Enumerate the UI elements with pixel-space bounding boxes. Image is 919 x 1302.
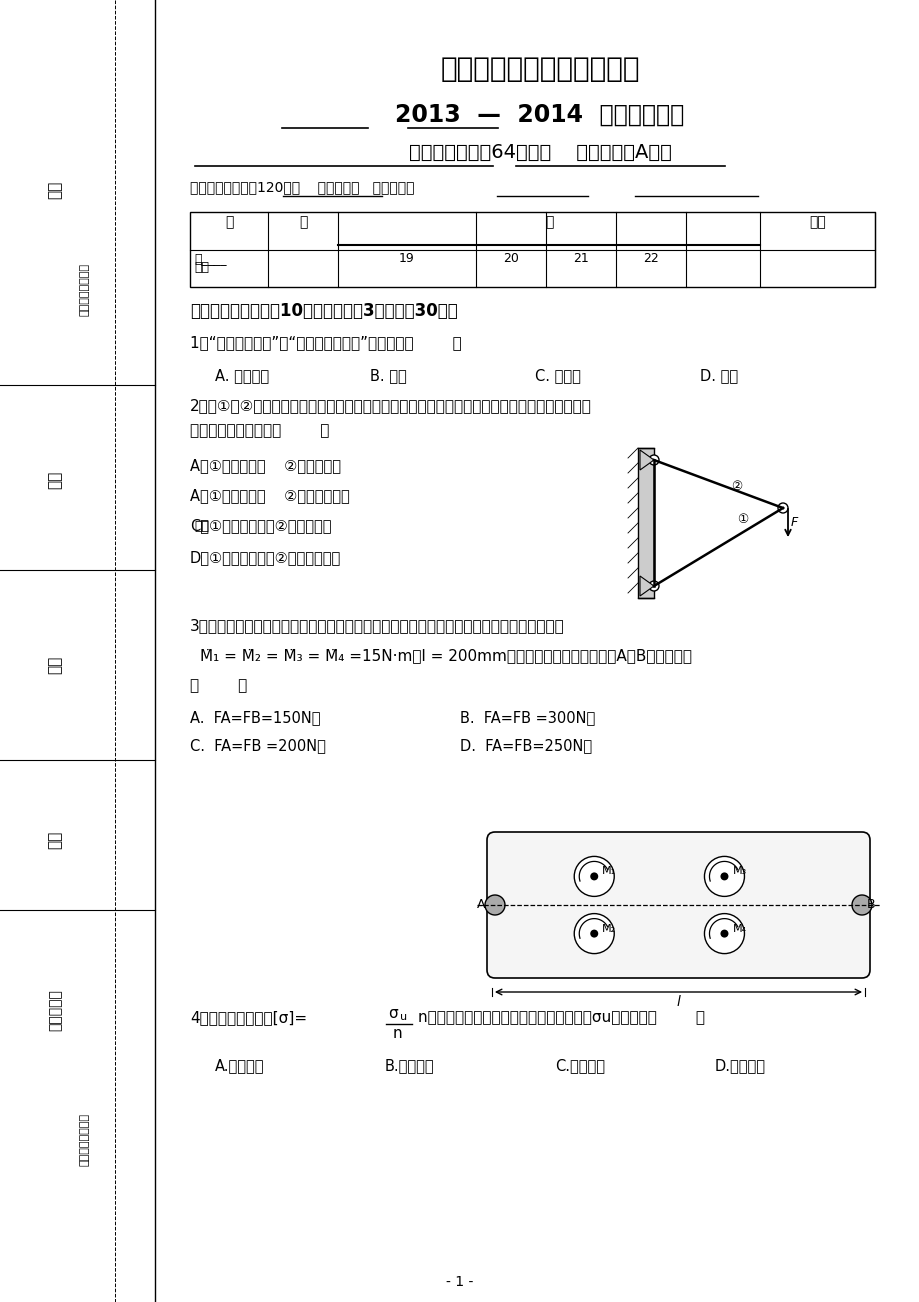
Circle shape bbox=[484, 894, 505, 915]
Text: 江苏科技大学苏州理工学院: 江苏科技大学苏州理工学院 bbox=[440, 55, 639, 83]
Circle shape bbox=[648, 581, 658, 591]
Circle shape bbox=[704, 857, 743, 896]
Text: ②: ② bbox=[731, 480, 742, 493]
Text: A、①杆为铸铁，    ②杆为低碳钉；: A、①杆为铸铁， ②杆为低碳钉； bbox=[190, 488, 349, 503]
Text: C、①杆为低碳钉，②杆为铸铁；: C、①杆为低碳钉，②杆为铸铁； bbox=[190, 518, 331, 533]
Text: A.屈服极限: A.屈服极限 bbox=[215, 1059, 265, 1073]
Text: σ: σ bbox=[388, 1006, 397, 1021]
Text: 二: 二 bbox=[299, 215, 307, 229]
Text: 考试形式：闭卷，120分钟    适用专业：   材料、焊接: 考试形式：闭卷，120分钟 适用专业： 材料、焊接 bbox=[190, 180, 432, 194]
Text: u: u bbox=[400, 1012, 407, 1022]
Text: 22: 22 bbox=[642, 253, 658, 266]
Text: 4、材料的许用应力[σ]=: 4、材料的许用应力[σ]= bbox=[190, 1010, 307, 1025]
Text: （        ）: （ ） bbox=[190, 678, 247, 693]
Text: 一、单项选择题（冗10小题，每小题3分，共计30分）: 一、单项选择题（冗10小题，每小题3分，共计30分） bbox=[190, 302, 458, 320]
Text: F: F bbox=[790, 516, 798, 529]
Text: 《工程力学》（64学时）    课程试题（A卷）: 《工程力学》（64学时） 课程试题（A卷） bbox=[408, 143, 671, 161]
Circle shape bbox=[590, 872, 597, 880]
Text: 密封线内不要答题: 密封线内不要答题 bbox=[80, 1113, 90, 1167]
Text: B.  FA=FB =300N；: B. FA=FB =300N； bbox=[460, 710, 595, 725]
Text: 1、“二力平衡公理”和“力的可传性原理”只适用于（        ）: 1、“二力平衡公理”和“力的可传性原理”只适用于（ ） bbox=[190, 335, 461, 350]
Text: 得分: 得分 bbox=[194, 521, 209, 534]
Circle shape bbox=[573, 857, 614, 896]
Text: M₃: M₃ bbox=[732, 866, 746, 876]
Text: D、①杆为低碳钉，②杆为低碳钉。: D、①杆为低碳钉，②杆为低碳钉。 bbox=[190, 549, 341, 565]
Bar bbox=[637, 448, 653, 598]
Text: ①: ① bbox=[736, 513, 747, 526]
Text: D. 刚体: D. 刚体 bbox=[699, 368, 737, 383]
Text: 2013  —  2014  学年第一学期: 2013 — 2014 学年第一学期 bbox=[395, 103, 684, 128]
Text: A、①杆为铸铁，    ②杆为铸铁；: A、①杆为铸铁， ②杆为铸铁； bbox=[190, 458, 341, 473]
Text: 20: 20 bbox=[503, 253, 518, 266]
Text: 专业: 专业 bbox=[48, 831, 62, 849]
Text: D.  FA=FB=250N。: D. FA=FB=250N。 bbox=[460, 738, 592, 753]
Text: 得分: 得分 bbox=[194, 260, 209, 273]
Text: C.比例极限: C.比例极限 bbox=[554, 1059, 605, 1073]
Circle shape bbox=[590, 930, 597, 937]
Text: n（安全系数），对于脆性材料，极限应力σu取材料的（        ）: n（安全系数），对于脆性材料，极限应力σu取材料的（ ） bbox=[417, 1010, 704, 1025]
Circle shape bbox=[777, 503, 788, 513]
Polygon shape bbox=[640, 450, 653, 470]
Text: A.  FA=FB=150N；: A. FA=FB=150N； bbox=[190, 710, 320, 725]
Circle shape bbox=[720, 930, 728, 937]
Text: 总分: 总分 bbox=[808, 215, 825, 229]
Text: 21: 21 bbox=[573, 253, 588, 266]
Text: 班级: 班级 bbox=[48, 656, 62, 674]
Text: - 1 -: - 1 - bbox=[446, 1275, 473, 1289]
Text: 姓名: 姓名 bbox=[48, 181, 62, 199]
Circle shape bbox=[704, 914, 743, 953]
Text: C.  FA=FB =200N；: C. FA=FB =200N； bbox=[190, 738, 325, 753]
Text: 密封线内不要答题: 密封线内不要答题 bbox=[80, 263, 90, 316]
Bar bbox=[190, 212, 874, 286]
Text: B: B bbox=[866, 898, 875, 911]
Text: B. 固体: B. 固体 bbox=[369, 368, 406, 383]
Text: n: n bbox=[392, 1026, 403, 1042]
Text: 3、图示多轴钒床同时加工某工件上的四个孔。钒孔时每个钒头的主切削力组成一个力偶矩为: 3、图示多轴钒床同时加工某工件上的四个孔。钒孔时每个钒头的主切削力组成一个力偶矩… bbox=[190, 618, 564, 633]
Text: 学号: 学号 bbox=[48, 471, 62, 490]
Text: 三: 三 bbox=[544, 215, 552, 229]
Text: 2、由①和②两杆组成的支架，从材料性能和经济性两方面考虑，现有低碳钉和铸铁两种材料可供: 2、由①和②两杆组成的支架，从材料性能和经济性两方面考虑，现有低碳钉和铸铁两种材… bbox=[190, 398, 591, 413]
Text: B.弹性极限: B.弹性极限 bbox=[384, 1059, 434, 1073]
Text: M₄: M₄ bbox=[732, 923, 746, 934]
Text: M₂: M₂ bbox=[602, 923, 616, 934]
Text: A. 任何物体: A. 任何物体 bbox=[215, 368, 269, 383]
Text: l: l bbox=[675, 995, 680, 1009]
Text: A: A bbox=[476, 898, 485, 911]
Text: 19: 19 bbox=[399, 253, 414, 266]
Text: 一: 一 bbox=[224, 215, 233, 229]
Text: 数____: 数____ bbox=[194, 253, 226, 266]
Polygon shape bbox=[640, 575, 653, 596]
Text: 选择，合理的选择是（        ）: 选择，合理的选择是（ ） bbox=[190, 423, 329, 437]
Text: C. 弹性体: C. 弹性体 bbox=[535, 368, 580, 383]
Circle shape bbox=[720, 872, 728, 880]
Text: 院（学部）: 院（学部） bbox=[48, 990, 62, 1031]
Text: M̈₁ = M̈₂ = M̈₃ = M̈₄ =15N·m，l = 200mm，那么加工时两个固定螺钉A和B所受的力是: M̈₁ = M̈₂ = M̈₃ = M̈₄ =15N·m，l = 200mm，那… bbox=[199, 648, 691, 663]
FancyBboxPatch shape bbox=[486, 832, 869, 978]
Circle shape bbox=[851, 894, 871, 915]
Text: D.强度极限: D.强度极限 bbox=[714, 1059, 766, 1073]
Circle shape bbox=[573, 914, 614, 953]
Circle shape bbox=[648, 454, 658, 465]
Text: M₁: M₁ bbox=[602, 866, 616, 876]
